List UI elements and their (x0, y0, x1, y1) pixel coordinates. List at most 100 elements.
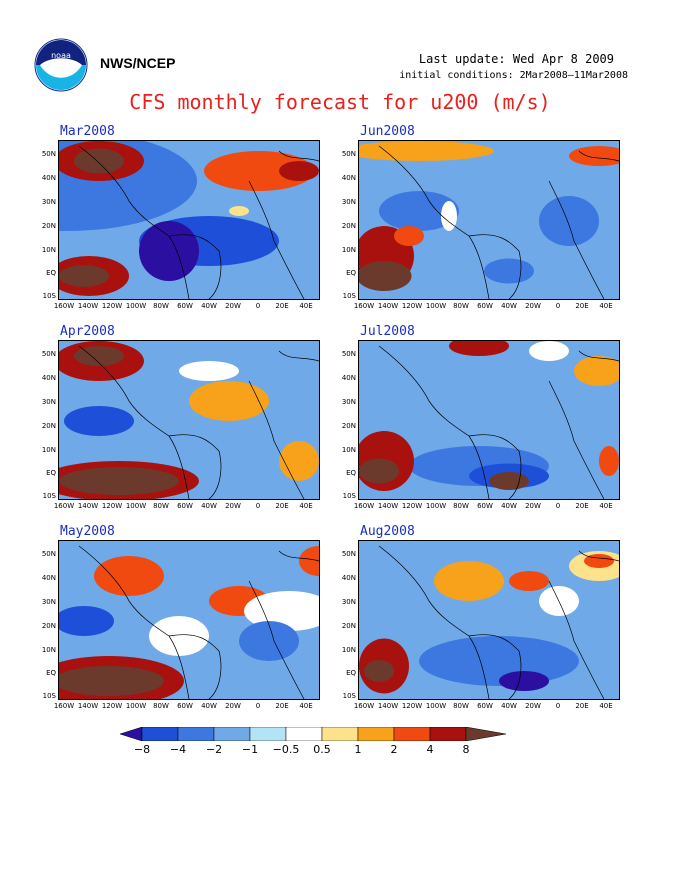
contour-region (379, 191, 459, 231)
coastline (78, 345, 319, 499)
contour-region (59, 666, 164, 696)
lat-label: 20N (341, 222, 356, 230)
lon-label: 0 (255, 502, 261, 510)
lat-label: 30N (341, 198, 356, 206)
lon-label: 20W (225, 502, 241, 510)
panel-jul: Jul2008 50N 40N 30N 20N 10N EQ 10S 160W 140W 120W 1… (342, 324, 620, 522)
lat-label: 40N (41, 174, 56, 182)
colorbar-swatch (429, 727, 467, 741)
colorbar (120, 727, 507, 741)
lon-label: 20E (575, 502, 589, 510)
contour-region (139, 221, 199, 281)
panel-title: Aug2008 (360, 524, 415, 539)
lon-label: 80W (453, 502, 469, 510)
contour-region (94, 556, 164, 596)
contour-region (149, 616, 209, 656)
contour-region (64, 406, 134, 436)
lon-label: 20E (575, 302, 589, 310)
lat-label: 10S (42, 292, 56, 300)
lat-label: 40N (341, 174, 356, 182)
lon-label: 20E (275, 302, 289, 310)
panel-title: Jun2008 (360, 124, 415, 139)
contour-region (279, 161, 319, 181)
lat-label: 10N (341, 646, 356, 654)
contour-region (359, 141, 494, 161)
lon-label: 20W (525, 502, 541, 510)
colorbar-label: −4 (169, 743, 187, 756)
lon-label: 140W (77, 702, 99, 710)
lat-label: EQ (46, 269, 56, 277)
contour-region (239, 621, 299, 661)
lat-label: EQ (346, 269, 356, 277)
initial-conditions: initial conditions: 2Mar2008–11Mar2008 (399, 70, 628, 81)
colorbar-swatch (120, 727, 143, 741)
panel-apr: Apr2008 50N 40N 30N 20N 10N EQ 10S 160W 140W 120W 1… (42, 324, 320, 522)
logo-text: noaa (51, 51, 71, 60)
coastline (78, 145, 319, 299)
map-plot (358, 540, 620, 700)
panel-title: May2008 (60, 524, 115, 539)
lat-label: 10N (41, 246, 56, 254)
lat-label: 10S (342, 292, 356, 300)
lon-label: 160W (53, 702, 75, 710)
lon-label: 60W (177, 502, 193, 510)
lon-label: 100W (125, 502, 147, 510)
lon-label: 0 (555, 302, 561, 310)
lon-label: 140W (377, 502, 399, 510)
contour-region (359, 261, 412, 291)
lat-label: 10S (42, 692, 56, 700)
contour-region (359, 141, 619, 299)
colorbar-label: 4 (426, 743, 434, 756)
lon-label: 140W (77, 502, 99, 510)
lon-label: 80W (153, 502, 169, 510)
lon-label: 100W (125, 702, 147, 710)
contour-region (59, 265, 109, 287)
last-update: Last update: Wed Apr 8 2009 (418, 52, 614, 66)
lon-label: 20W (225, 302, 241, 310)
lat-label: 20N (341, 622, 356, 630)
contour-region (574, 356, 619, 386)
contour-region (394, 226, 424, 246)
lon-label: 160W (353, 702, 375, 710)
lon-label: 40E (599, 702, 613, 710)
lon-label: 160W (53, 502, 75, 510)
panel-may: May2008 50N 40N 30N 20N 10N EQ 10S 160W 140W 120W 1… (42, 524, 320, 722)
lon-label: 40E (299, 502, 313, 510)
coastline (378, 545, 619, 699)
lon-label: 20W (525, 702, 541, 710)
lon-label: 40W (201, 702, 217, 710)
contour-region (244, 591, 319, 631)
colorbar-label: 2 (390, 743, 398, 756)
coastline (78, 545, 319, 699)
lon-label: 0 (555, 702, 561, 710)
lon-label: 40W (501, 702, 517, 710)
lon-label: 60W (177, 702, 193, 710)
lat-label: 30N (41, 398, 56, 406)
lon-label: 80W (153, 702, 169, 710)
lat-label: EQ (46, 669, 56, 677)
lon-label: 40W (501, 302, 517, 310)
lon-label: 140W (377, 302, 399, 310)
colorbar-swatch (177, 727, 215, 741)
lon-label: 80W (453, 702, 469, 710)
contour-region (204, 151, 314, 191)
lat-label: EQ (346, 469, 356, 477)
panel-jun: Jun2008 50N 40N 30N 20N 10N EQ 10S 160W 140W 120W 1… (342, 124, 620, 322)
lat-label: 50N (341, 550, 356, 558)
lon-label: 100W (425, 502, 447, 510)
lat-label: 10N (341, 446, 356, 454)
lat-label: 50N (41, 150, 56, 158)
lon-label: 120W (101, 702, 123, 710)
colorbar-label: 0.5 (313, 743, 331, 756)
colorbar-label: 1 (354, 743, 362, 756)
contour-region (434, 561, 504, 601)
colorbar-swatch (141, 727, 179, 741)
map-plot (358, 340, 620, 500)
coastline (378, 345, 619, 499)
map-plot (58, 540, 320, 700)
lat-label: 30N (41, 198, 56, 206)
lat-label: 20N (341, 422, 356, 430)
panel-mar: Mar2008 50N 40N 30N 20N 10N EQ 10S 160W 140W 120W 1… (42, 124, 320, 322)
colorbar-label: −1 (241, 743, 259, 756)
contour-region (179, 361, 239, 381)
